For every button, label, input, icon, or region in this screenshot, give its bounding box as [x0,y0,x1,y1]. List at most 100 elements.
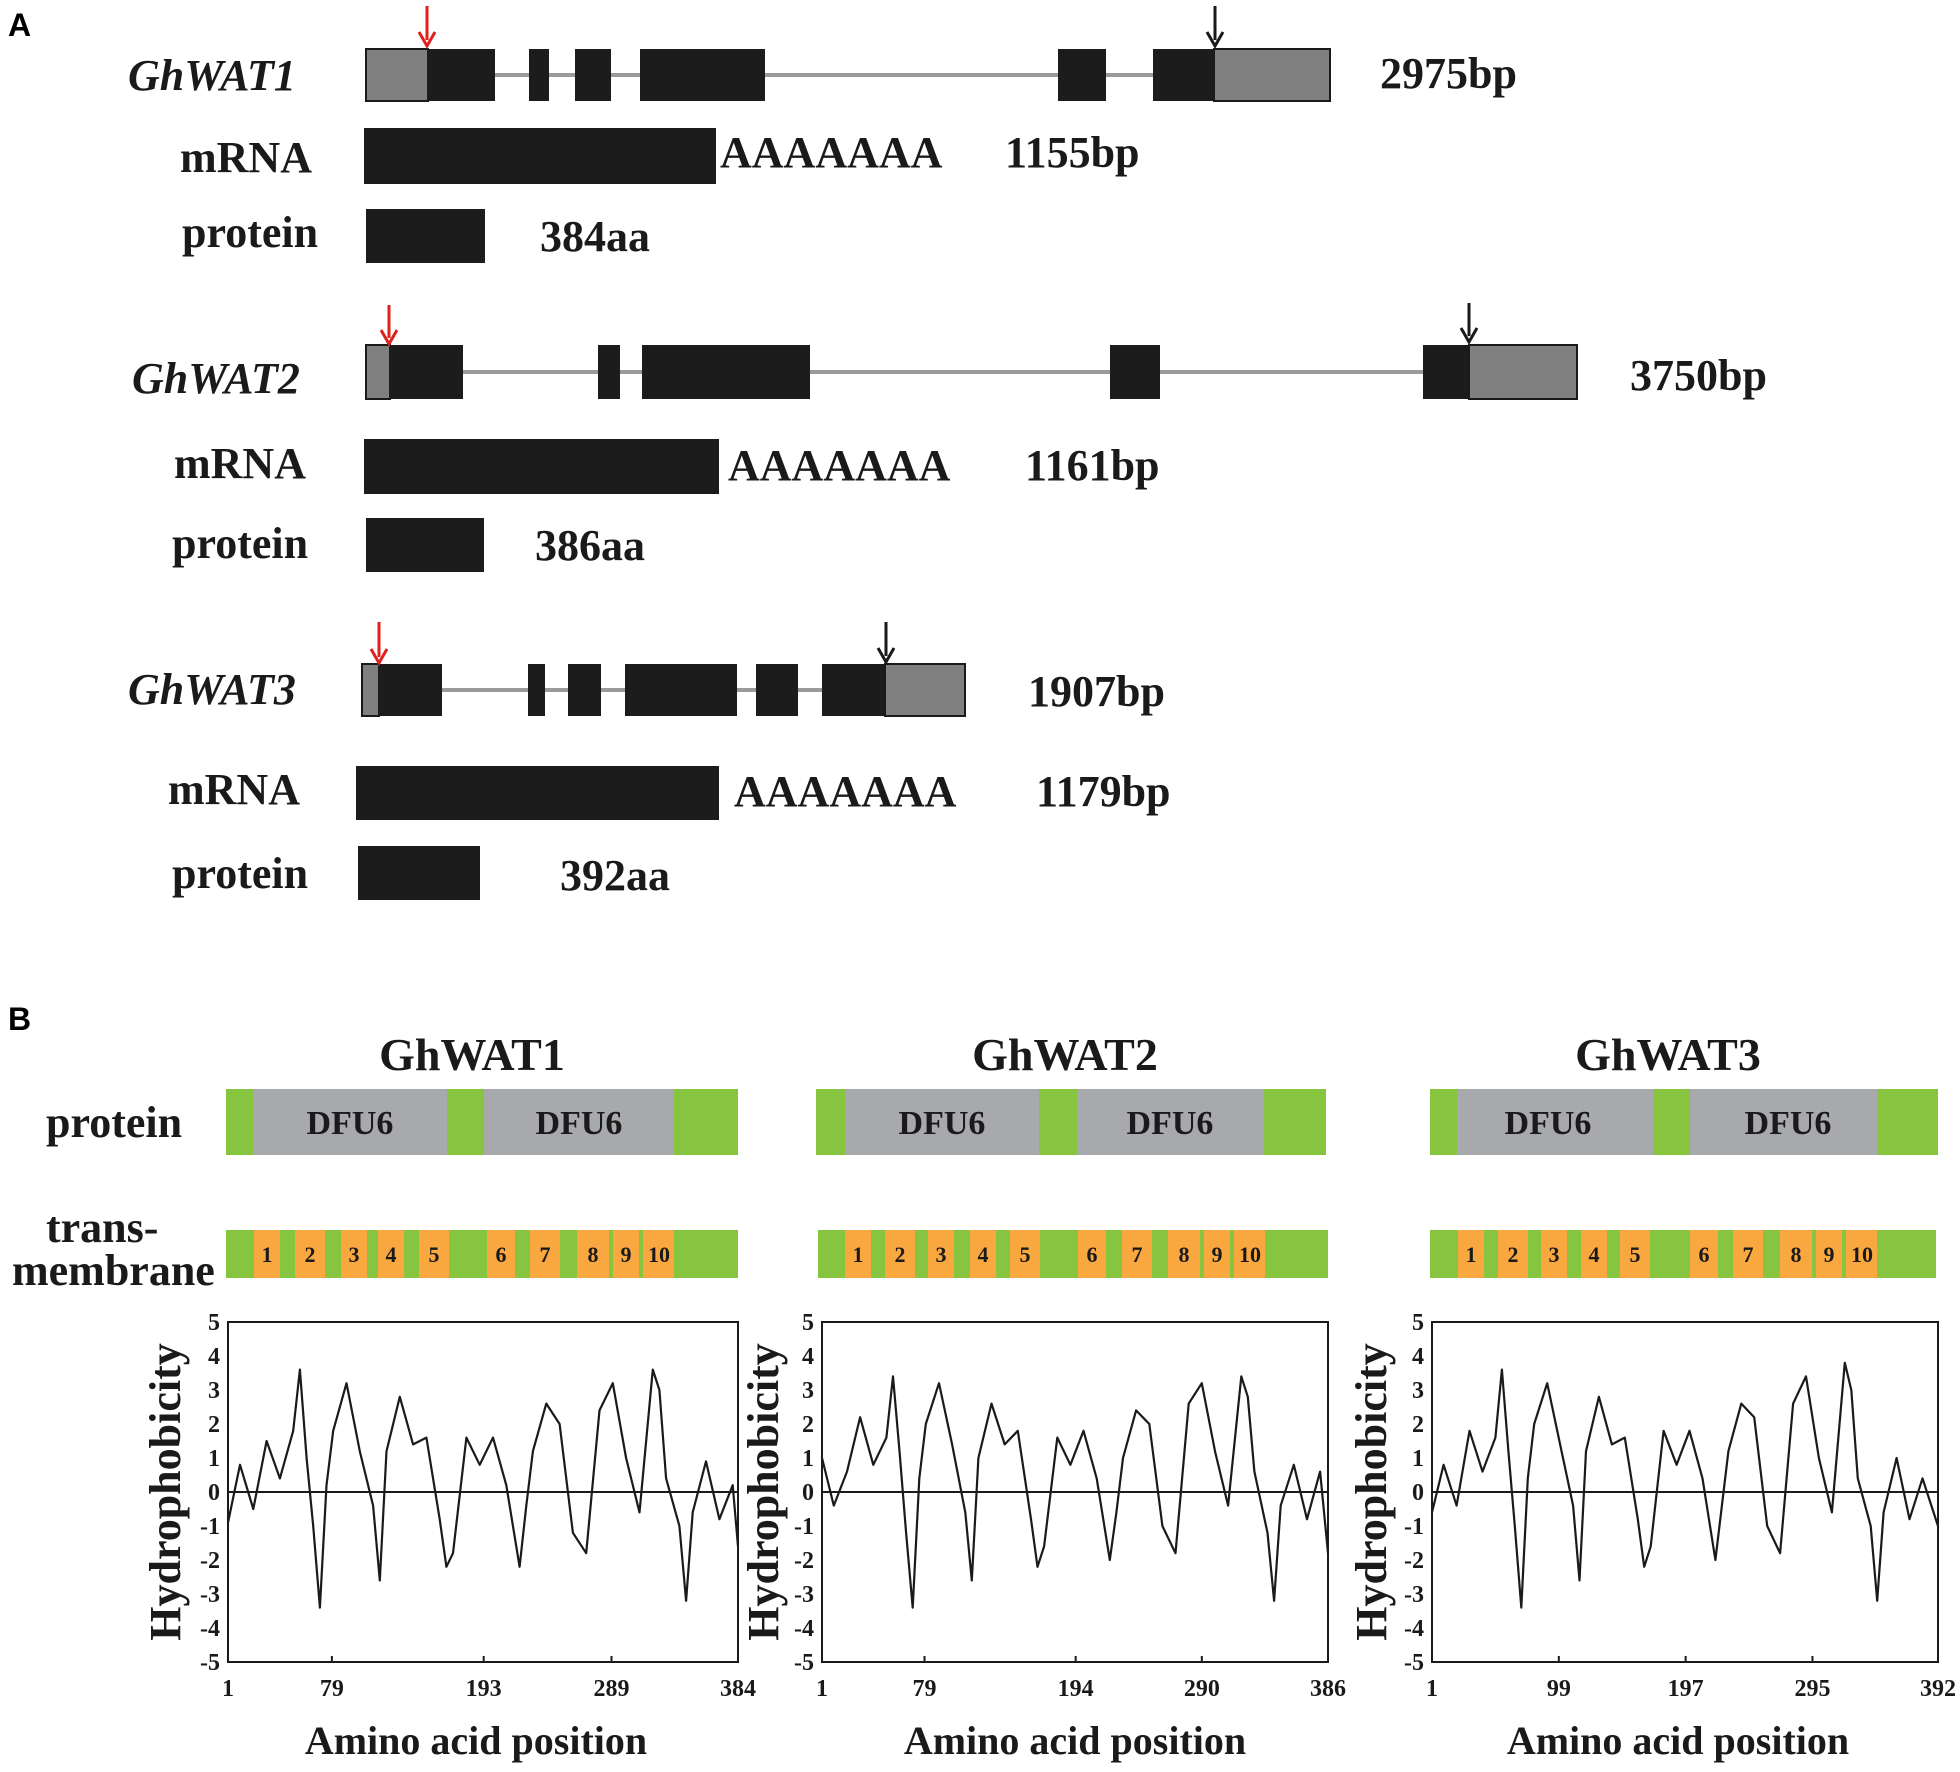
tm-number: 10 [1239,1242,1261,1267]
y-tick-label: -2 [794,1548,814,1574]
transmembrane-label-line-2: membrane [12,1246,215,1295]
x-tick-label: 290 [1184,1676,1220,1702]
x-tick-label: 1 [816,1676,828,1702]
protein-label: protein [182,208,318,257]
tm-number: 9 [1824,1242,1835,1267]
utr-3 [1213,48,1331,102]
protein-length: 384aa [540,212,650,261]
y-tick-label: 4 [208,1344,220,1370]
gene-2: GhWAT2 3750bp mRNA AAAAAAA 1161bp protei… [132,303,1767,572]
tm-segment [1541,1230,1567,1278]
tm-segment [295,1230,325,1278]
start-codon-arrow [369,622,389,667]
y-tick-label: -3 [794,1582,814,1608]
tm-number: 10 [648,1242,670,1267]
mrna-bar [364,128,716,184]
hydrophobicity-plot: 5 4 3 2 1 0 -1 -2 -3 -4 -5 1 79 193 289 384 Hydrophobi… [141,1310,756,1763]
panel-letter-b: B [8,1001,31,1037]
protein-bar [366,209,485,263]
hydrophobicity-plot: 5 4 3 2 1 0 -1 -2 -3 -4 -5 1 79 194 290 386 Hydrophobi… [739,1310,1346,1763]
utr-5 [361,663,380,717]
protein-title: GhWAT1 [379,1029,565,1080]
transmembrane-bar: 1 2 3 4 5 6 7 8 9 10 [818,1230,1328,1278]
tm-number: 6 [1087,1242,1098,1267]
mrna-length: 1155bp [1005,128,1140,177]
tm-segment [1780,1230,1812,1278]
exon [625,664,737,716]
y-tick-label: -1 [794,1514,814,1540]
tm-number: 9 [1212,1242,1223,1267]
stop-codon-arrow [876,622,896,666]
tm-segment [577,1230,609,1278]
gene-1: GhWAT1 2975bp mRNA AAAAAAA 1155bp protei… [128,6,1517,263]
tm-number: 1 [262,1242,273,1267]
protein-label: protein [172,849,308,898]
x-tick-label: 289 [593,1676,629,1702]
dfu6-domain [484,1089,674,1155]
exon [568,664,601,716]
transmembrane-bar: 1 2 3 4 5 6 7 8 9 10 [1430,1230,1936,1278]
tm-segment [1498,1230,1528,1278]
y-tick-label: 5 [208,1310,220,1336]
y-tick-label: 0 [208,1480,220,1506]
x-tick-label: 392 [1920,1676,1956,1702]
tm-segment [845,1230,871,1278]
tm-segment [1620,1230,1650,1278]
exon [642,345,810,399]
tm-number: 1 [853,1242,864,1267]
gene-name: GhWAT1 [128,51,296,100]
tm-segment [1122,1230,1152,1278]
protein-column-2: GhWAT2 DFU6 DFU6 1 2 3 4 5 6 7 8 [739,1029,1346,1763]
stop-codon-arrow [1459,303,1479,346]
protein-column-3: GhWAT3 DFU6 DFU6 1 2 3 4 5 6 7 8 [1347,1029,1956,1763]
utr-5 [365,344,391,400]
x-tick-label: 79 [913,1676,937,1702]
y-tick-label: 1 [1412,1446,1424,1472]
protein-label: protein [172,519,308,568]
tm-number: 6 [1699,1242,1710,1267]
protein-row-label: protein [46,1098,182,1147]
mrna-label: mRNA [180,133,312,182]
hydrophobicity-series [226,1368,740,1609]
tm-segment [1078,1230,1106,1278]
y-ticks: 5 4 3 2 1 0 -1 -2 -3 -4 -5 [794,1310,814,1676]
hydrophobicity-series [1430,1361,1940,1609]
tm-number: 8 [588,1242,599,1267]
genomic-length: 3750bp [1630,351,1767,400]
exon [1423,345,1470,399]
tm-segment [970,1230,996,1278]
tm-segment [1204,1230,1230,1278]
protein-column-1: GhWAT1 DFU6 DFU6 1 2 3 4 5 6 7 8 [141,1029,756,1763]
exon [575,49,611,101]
mrna-label: mRNA [174,439,306,488]
mrna-bar [356,766,719,820]
tm-number: 5 [1020,1242,1031,1267]
protein-bar [358,846,480,900]
tm-segment [1234,1230,1265,1278]
tm-number: 3 [349,1242,360,1267]
transmembrane-bar: 1 2 3 4 5 6 7 8 9 10 [226,1230,738,1278]
tm-segment [885,1230,915,1278]
x-tick-label: 79 [320,1676,344,1702]
y-tick-label: 3 [1412,1378,1424,1404]
y-tick-label: -2 [1404,1548,1424,1574]
tm-number: 8 [1179,1242,1190,1267]
dfu6-domain [1457,1089,1653,1155]
utr-3 [1468,344,1578,400]
tm-number: 2 [1508,1242,1519,1267]
tm-number: 10 [1851,1242,1873,1267]
tm-number: 6 [496,1242,507,1267]
exon [427,49,495,101]
start-codon-arrow [417,6,437,50]
protein-title: GhWAT2 [972,1029,1158,1080]
y-tick-label: -4 [1404,1616,1424,1642]
protein-bar [366,518,484,572]
y-tick-label: -3 [1404,1582,1424,1608]
exon [528,664,545,716]
stop-codon-arrow [1205,6,1225,50]
exon [1153,49,1215,101]
y-axis-title: Hydrophobicity [739,1343,788,1640]
y-tick-label: -2 [200,1548,220,1574]
hydrophobicity-line [1430,1361,1940,1609]
y-tick-label: -1 [200,1514,220,1540]
